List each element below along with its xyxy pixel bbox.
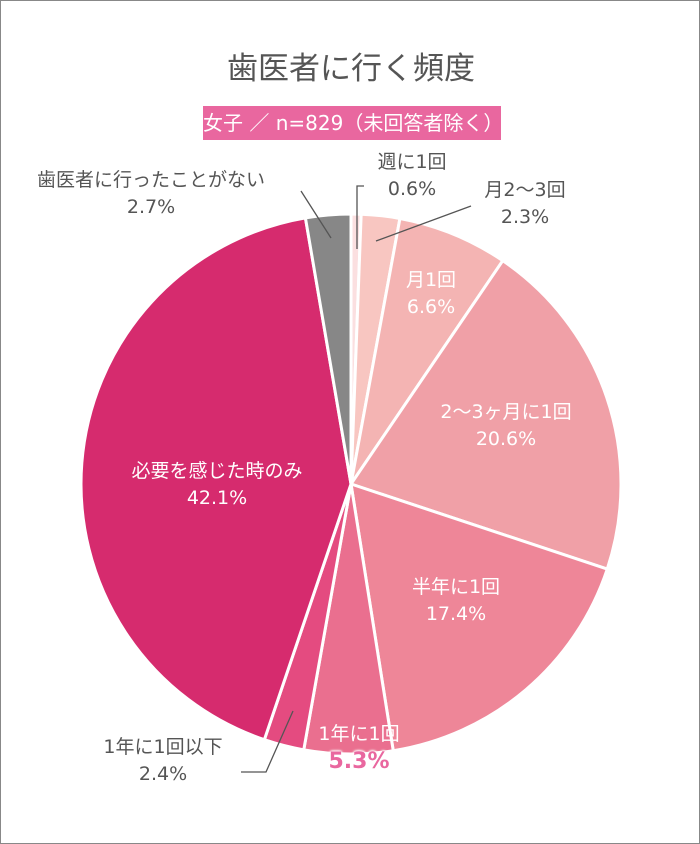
- leader-line: [300, 190, 332, 239]
- slice-label-value: 2.3%: [500, 206, 550, 228]
- slice-label-value: 6.6%: [406, 296, 456, 318]
- slice-label: 歯医者に行ったことがない 2.7%: [37, 167, 265, 221]
- slice-label: 週に1回 0.6%: [377, 149, 446, 203]
- slice-label-name: 1年に1回以下: [103, 736, 223, 758]
- slice-label: 月1回 6.6%: [406, 267, 456, 321]
- pie-slice: [79, 216, 353, 742]
- slice-label-value: 42.1%: [186, 487, 248, 509]
- slice-label-name: 2〜3ヶ月に1回: [440, 401, 572, 423]
- slice-label-value: 0.6%: [387, 178, 437, 200]
- slice-label-name: 週に1回: [377, 151, 447, 173]
- chart-subtitle: 女子 ／ n=829（未回答者除く）: [203, 106, 503, 140]
- slice-label-value: 2.7%: [126, 196, 176, 218]
- slice-label: 1年に1回以下 2.4%: [103, 734, 222, 788]
- leader-line: [356, 185, 364, 249]
- pie-slice: [303, 212, 353, 485]
- slice-label-value: 20.6%: [475, 428, 537, 450]
- pie-slice: [349, 481, 610, 753]
- slice-label-value: 2.4%: [138, 763, 188, 785]
- leader-line: [375, 205, 472, 242]
- slice-label: 必要を感じた時のみ 42.1%: [131, 458, 302, 512]
- slice-label-name: 月1回: [405, 269, 457, 291]
- slice-label: 月2〜3回 2.3%: [484, 177, 565, 231]
- pie-slice: [349, 216, 505, 485]
- slice-label-name: 必要を感じた時のみ: [131, 460, 303, 482]
- pie-slice: [348, 258, 623, 571]
- slice-label: 2〜3ヶ月に1回 20.6%: [440, 399, 571, 453]
- chart-title: 歯医者に行く頻度: [227, 51, 475, 87]
- slice-label: 1年に1回 5.3%: [318, 721, 399, 775]
- slice-label-name: 1年に1回: [318, 723, 400, 745]
- leader-line: [241, 710, 294, 773]
- slice-label-value: 17.4%: [425, 603, 487, 625]
- slice-label-name: 月2〜3回: [484, 179, 566, 201]
- slice-label-value: 5.3%: [328, 749, 390, 774]
- slice-label: 半年に1回 17.4%: [412, 574, 500, 628]
- slice-label-name: 半年に1回: [411, 576, 501, 598]
- slice-label-name: 歯医者に行ったことがない: [36, 169, 266, 191]
